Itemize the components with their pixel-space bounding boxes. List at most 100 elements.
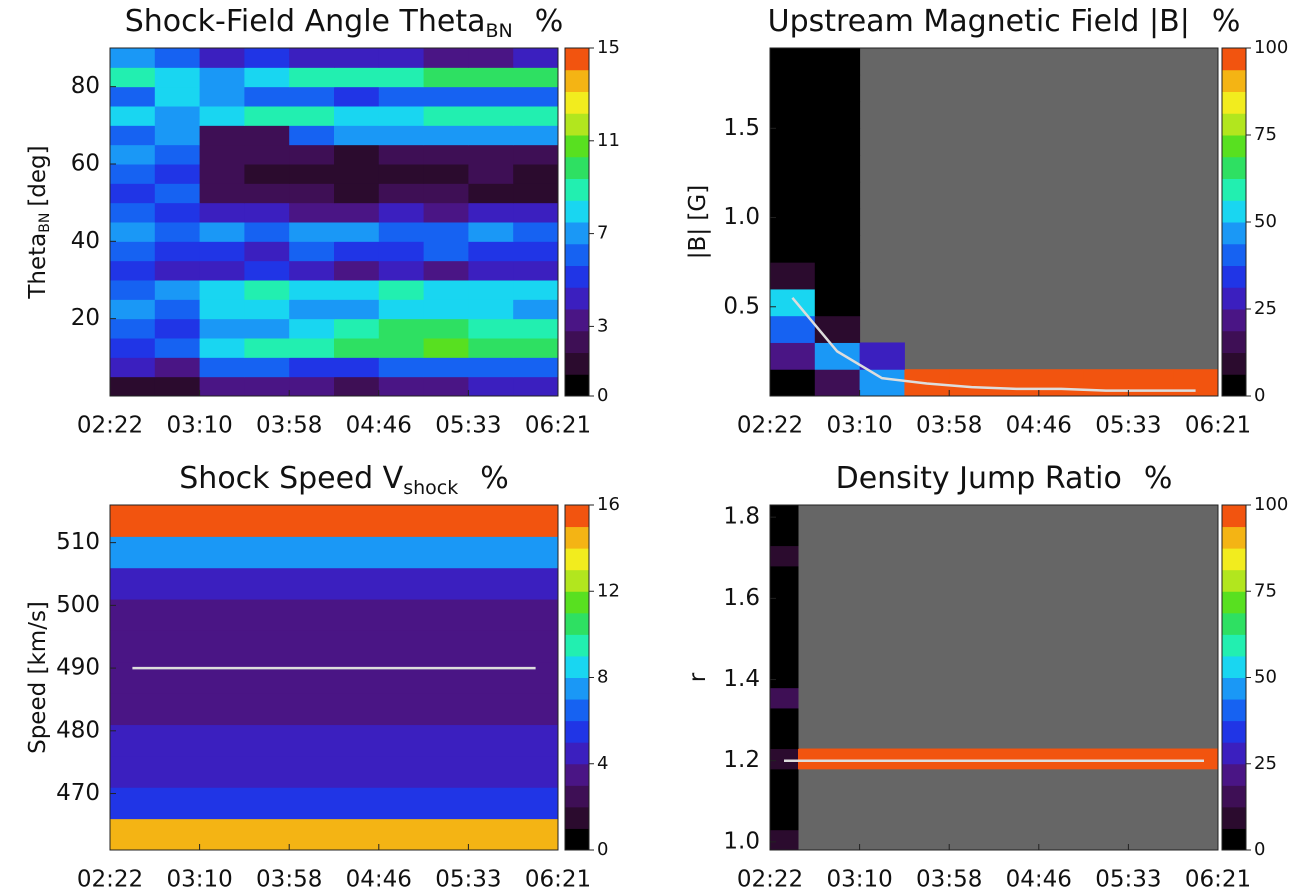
- heatmap-cell: [334, 48, 380, 68]
- colorbar-segment: [565, 526, 589, 549]
- heatmap-cell: [814, 101, 861, 129]
- heatmap-cell: [378, 241, 425, 262]
- colorbar-segment: [565, 113, 589, 136]
- colorbar-segment: [1222, 806, 1246, 829]
- colorbar-segment: [1222, 265, 1246, 288]
- heatmap-cell: [244, 164, 290, 184]
- y-tick-label: 1.6: [723, 585, 760, 611]
- heatmap-cell: [513, 183, 559, 204]
- heatmap-cell: [154, 183, 201, 204]
- heatmap-cell: [110, 86, 156, 107]
- heatmap-cell: [334, 222, 380, 242]
- colorbar-segment: [565, 200, 589, 223]
- title-text: Upstream Magnetic Field |B|: [768, 4, 1190, 39]
- heatmap-cell: [770, 809, 799, 831]
- colorbar-segment: [1222, 828, 1246, 851]
- colorbar-tick-label: 7: [597, 223, 608, 244]
- heatmap-cell: [814, 74, 861, 103]
- colorbar-segment: [565, 69, 589, 92]
- colorbar-segment: [565, 720, 589, 743]
- heatmap-cell: [378, 106, 425, 126]
- x-tick-label: 02:22: [737, 413, 803, 439]
- heatmap-cell: [468, 338, 514, 358]
- colorbar-tick-label: 100: [1254, 494, 1288, 515]
- plot-frame: [769, 504, 1219, 851]
- y-tick-label: 1.2: [723, 747, 760, 773]
- y-label-text: Speed [km/s]: [25, 601, 51, 754]
- heatmap-cell: [378, 67, 425, 88]
- heatmap-cell: [949, 369, 995, 397]
- panel: 1.0 1.2 1.4 1.6 1.8 02:22 03:10 03:58 04:46 05:33…: [685, 461, 1289, 893]
- colorbar-segment: [565, 374, 589, 397]
- x-tick-label: 06:21: [1185, 413, 1251, 439]
- heatmap-cell: [110, 787, 559, 820]
- heatmap-cell: [1173, 369, 1219, 397]
- colorbar-segment: [1222, 113, 1246, 136]
- heatmap-cell: [814, 208, 861, 236]
- colorbar-tick-label: 75: [1254, 124, 1277, 145]
- chart-title: Density Jump Ratio%: [836, 461, 1173, 496]
- heatmap-cell: [513, 318, 559, 339]
- panel: 20 40 60 80 02:22 03:10 03:58 04:46 05:33 06:21 0 3…: [25, 4, 620, 439]
- x-tick-label: 05:33: [435, 413, 501, 439]
- heatmap-cell: [244, 280, 290, 300]
- heatmap-cell: [423, 318, 469, 339]
- heatmap-cell: [110, 376, 156, 397]
- heatmap-cell: [154, 299, 201, 320]
- heatmap-cell: [513, 357, 559, 378]
- heatmap-cell: [244, 260, 290, 281]
- heatmap-cell: [468, 299, 514, 320]
- colorbar-segment: [565, 505, 589, 528]
- heatmap-cell: [244, 338, 290, 358]
- plot-frame: [769, 47, 1219, 397]
- heatmap-cell: [814, 342, 861, 370]
- heatmap-cell: [770, 829, 799, 851]
- heatmap-cell: [468, 202, 514, 223]
- title-unit: %: [535, 4, 564, 39]
- heatmap-cell: [423, 67, 469, 88]
- colorbar-segment: [565, 806, 589, 829]
- colorbar-segment: [565, 91, 589, 114]
- heatmap-cell: [513, 222, 559, 242]
- colorbar-segment: [1222, 48, 1246, 71]
- y-tick-label: 1.0: [723, 204, 760, 230]
- heatmap-cell: [334, 144, 380, 165]
- colorbar-segment: [565, 828, 589, 851]
- heatmap-cell: [468, 144, 514, 165]
- heatmap-cell: [110, 536, 559, 569]
- heatmap-cell: [289, 202, 335, 223]
- colorbar-segment: [1222, 699, 1246, 722]
- heatmap-cell: [1022, 748, 1051, 770]
- heatmap-cell: [289, 338, 335, 358]
- colorbar-tick-label: 0: [597, 385, 608, 406]
- heatmap-cell: [814, 128, 861, 156]
- heatmap-cell: [154, 202, 201, 223]
- colorbar-segment: [565, 309, 589, 332]
- heatmap-cell: [199, 144, 245, 165]
- heatmap-cell: [770, 101, 816, 129]
- heatmap-cell: [378, 48, 425, 68]
- heatmap-cell: [468, 280, 514, 300]
- heatmap-cell: [334, 318, 380, 339]
- colorbar-tick-label: 11: [597, 130, 620, 151]
- heatmap-cell: [110, 299, 156, 320]
- heatmap-cell: [770, 288, 816, 317]
- plot-frame: [109, 504, 559, 851]
- title-unit: %: [480, 461, 509, 496]
- heatmap-cell: [1190, 748, 1219, 770]
- y-label-text: Theta: [25, 233, 51, 300]
- colorbar-segment: [1222, 677, 1246, 700]
- title-text: Shock-Field Angle Theta: [125, 4, 486, 39]
- heatmap-cell: [289, 260, 335, 281]
- heatmap-cell: [1128, 369, 1174, 397]
- heatmap-cell: [378, 338, 425, 358]
- heatmap-cell: [423, 164, 469, 184]
- colorbar-segment: [565, 178, 589, 201]
- heatmap-cell: [334, 241, 380, 262]
- heatmap-cell: [334, 260, 380, 281]
- heatmap-cell: [334, 67, 380, 88]
- heatmap-cell: [770, 728, 799, 750]
- x-tick-label: 04:46: [346, 867, 412, 893]
- heatmap-cell: [289, 86, 335, 107]
- panel: 0.5 1.0 1.5 02:22 03:10 03:58 04:46 05:33 06:210…: [685, 4, 1289, 439]
